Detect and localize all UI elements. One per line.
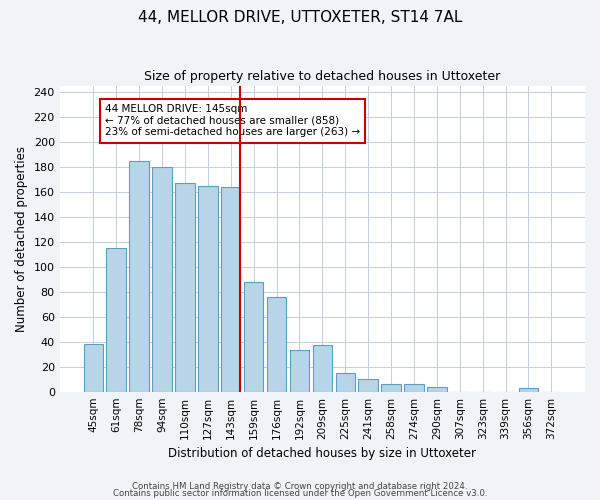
Title: Size of property relative to detached houses in Uttoxeter: Size of property relative to detached ho… <box>144 70 500 83</box>
Bar <box>130 160 149 392</box>
Bar <box>152 167 172 392</box>
Text: Contains HM Land Registry data © Crown copyright and database right 2024.: Contains HM Land Registry data © Crown c… <box>132 482 468 491</box>
Text: 44, MELLOR DRIVE, UTTOXETER, ST14 7AL: 44, MELLOR DRIVE, UTTOXETER, ST14 7AL <box>138 10 462 25</box>
Bar <box>427 386 446 392</box>
Bar <box>358 379 378 392</box>
Bar <box>267 296 286 392</box>
Text: Contains public sector information licensed under the Open Government Licence v3: Contains public sector information licen… <box>113 490 487 498</box>
Bar <box>382 384 401 392</box>
Text: 44 MELLOR DRIVE: 145sqm
← 77% of detached houses are smaller (858)
23% of semi-d: 44 MELLOR DRIVE: 145sqm ← 77% of detache… <box>105 104 360 138</box>
Bar <box>404 384 424 392</box>
Bar <box>335 373 355 392</box>
Bar <box>106 248 126 392</box>
Bar <box>290 350 309 392</box>
Bar <box>83 344 103 392</box>
Bar <box>313 346 332 392</box>
Bar <box>244 282 263 392</box>
Bar <box>221 187 241 392</box>
Y-axis label: Number of detached properties: Number of detached properties <box>15 146 28 332</box>
X-axis label: Distribution of detached houses by size in Uttoxeter: Distribution of detached houses by size … <box>169 447 476 460</box>
Bar <box>198 186 218 392</box>
Bar <box>519 388 538 392</box>
Bar <box>175 183 194 392</box>
